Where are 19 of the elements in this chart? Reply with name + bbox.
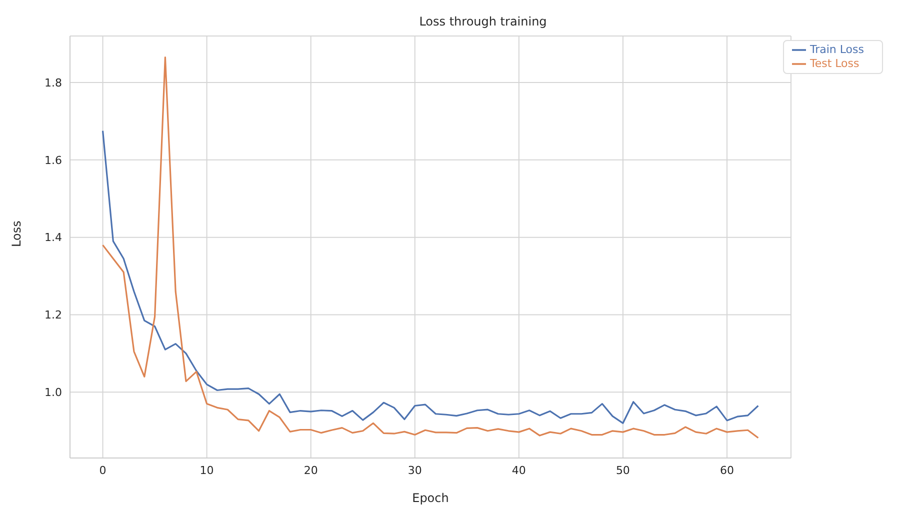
line-series <box>102 130 759 424</box>
y-tick-label: 1.4 <box>44 231 62 244</box>
x-tick-label: 60 <box>720 464 734 477</box>
x-tick-label: 0 <box>99 464 106 477</box>
x-axis-title: Epoch <box>412 491 449 505</box>
y-tick-label: 1.0 <box>44 386 62 400</box>
y-tick-label: 1.8 <box>44 76 62 90</box>
y-tick-label: 1.6 <box>44 154 62 167</box>
x-tick-label: 50 <box>616 464 630 477</box>
x-tick-label: 40 <box>512 464 526 477</box>
x-tick-label: 20 <box>304 464 318 477</box>
line-series <box>102 56 759 439</box>
y-tick-label: 1.2 <box>44 308 62 322</box>
legend-label: Train Loss <box>810 43 864 56</box>
x-tick-label: 10 <box>200 464 214 477</box>
chart-title: Loss through training <box>419 14 547 28</box>
y-axis-title: Loss <box>9 220 24 247</box>
x-tick-label: 30 <box>408 464 422 477</box>
legend-label: Test Loss <box>810 57 860 70</box>
